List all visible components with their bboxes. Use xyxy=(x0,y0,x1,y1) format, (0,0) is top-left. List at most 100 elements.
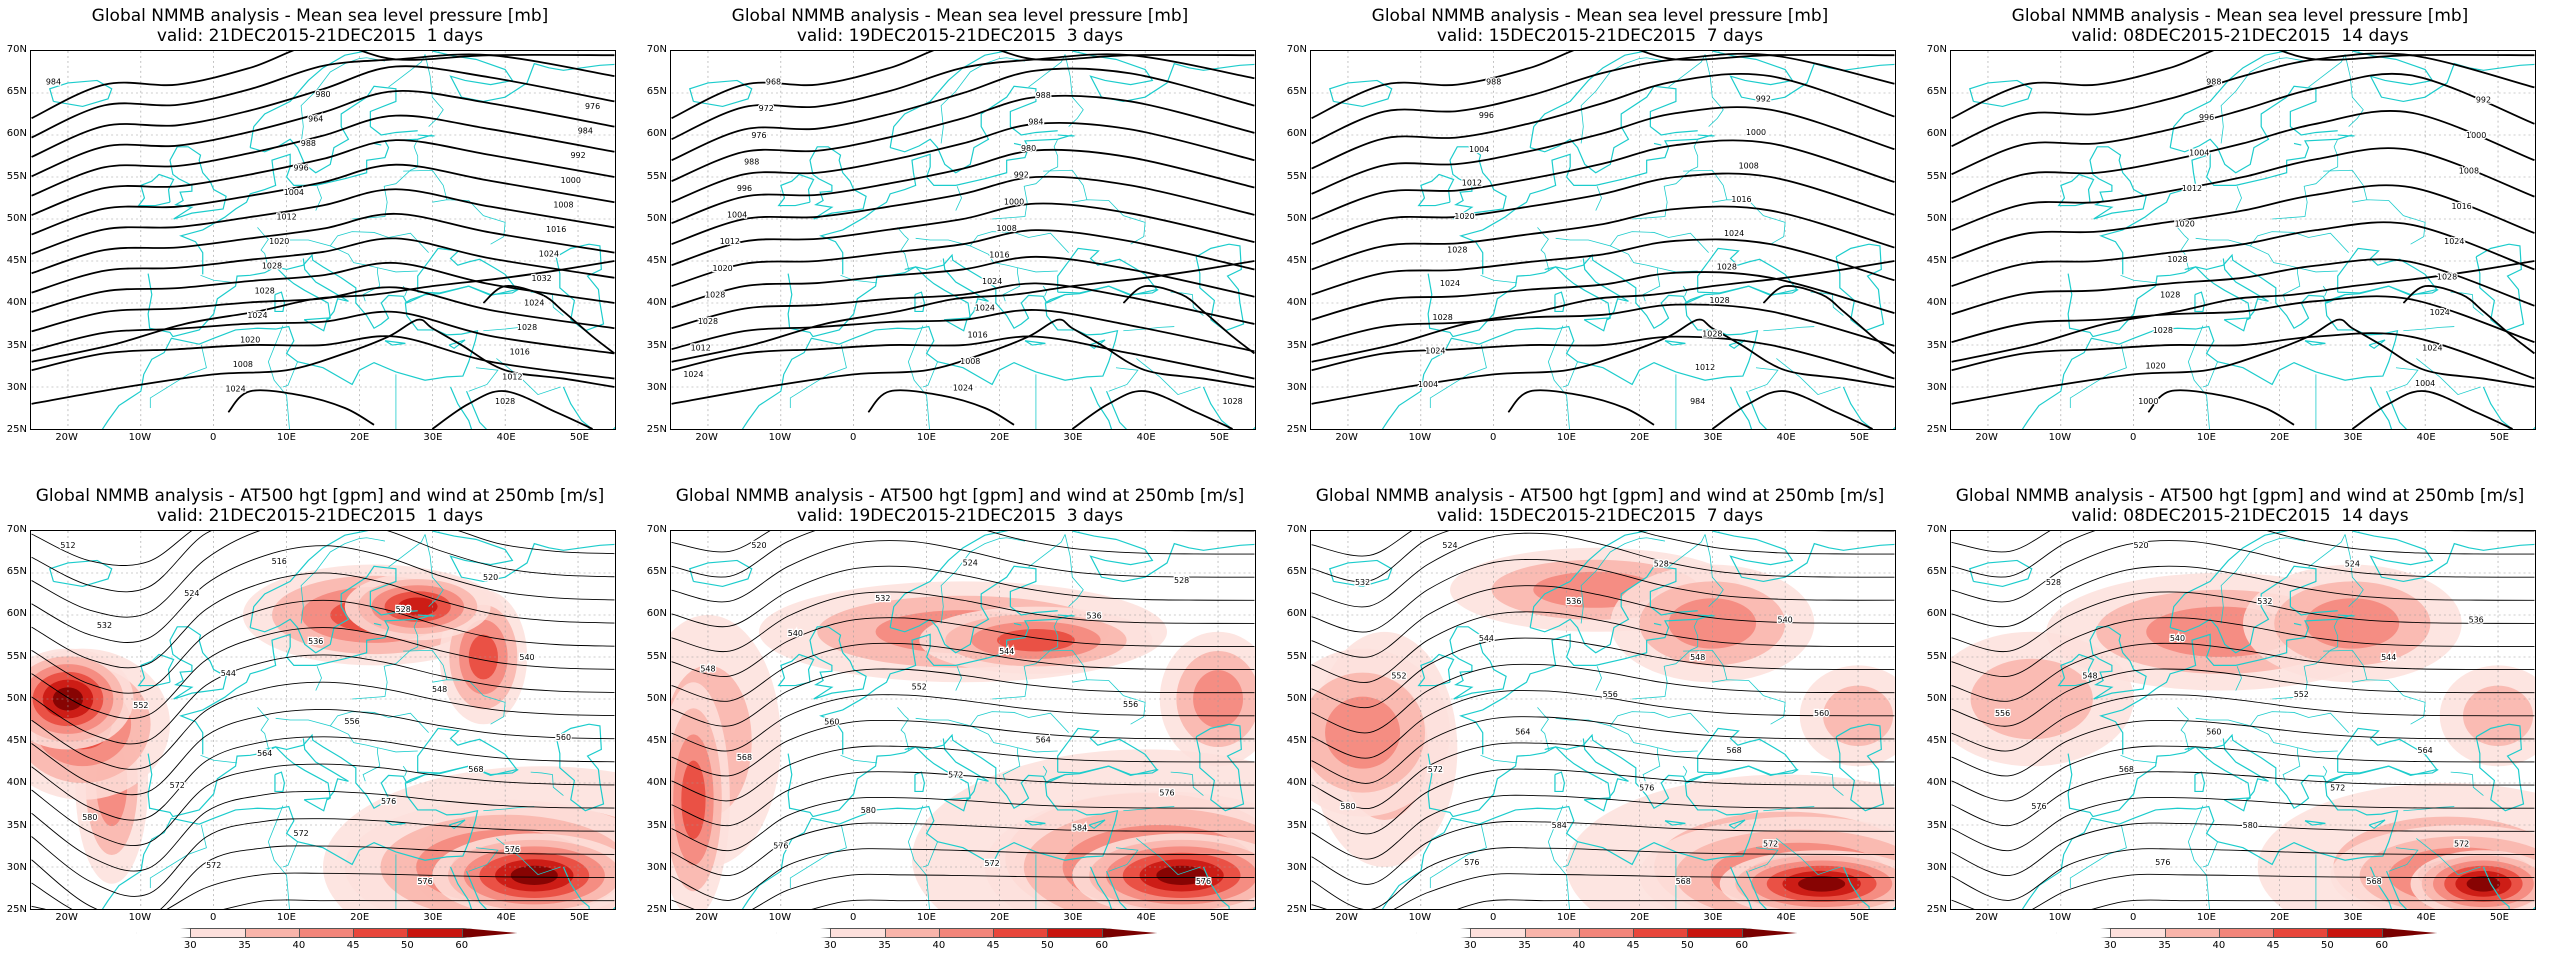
country-border xyxy=(300,538,360,624)
country-border xyxy=(840,754,878,764)
contour-label: 568 xyxy=(2367,877,2382,886)
latitude-label: 50N xyxy=(1286,212,1307,224)
isobar xyxy=(2351,390,2513,429)
latitude-label: 60N xyxy=(646,608,667,620)
country-border xyxy=(2187,805,2210,909)
colorbar-tick-label: 35 xyxy=(878,940,891,951)
country-border xyxy=(403,169,448,200)
colorbar-swatch xyxy=(884,928,940,938)
isobar xyxy=(671,202,1255,267)
contour-label: 1004 xyxy=(284,188,304,197)
latitude-label: 60N xyxy=(6,128,27,140)
height-contour xyxy=(31,681,615,770)
isobar xyxy=(1311,335,1895,380)
country-border xyxy=(2279,537,2306,542)
coastline xyxy=(169,146,227,220)
contour-label: 1016 xyxy=(510,348,530,357)
coastline xyxy=(2369,386,2393,429)
latitude-label: 55N xyxy=(646,170,667,182)
longitude-label: 20E xyxy=(350,432,370,443)
contour-label: 1012 xyxy=(1695,363,1715,372)
longitude-label: 40E xyxy=(2416,432,2436,443)
country-border xyxy=(1632,619,1699,700)
contour-label: 576 xyxy=(773,841,788,850)
latitude-label: 45N xyxy=(1286,255,1307,267)
longitude-label: 20E xyxy=(990,432,1010,443)
isobar xyxy=(671,175,1255,246)
contour-label: 572 xyxy=(170,781,185,790)
coastline xyxy=(555,243,605,332)
contour-label: 524 xyxy=(184,589,199,598)
height-contour xyxy=(671,694,1255,752)
country-border xyxy=(2069,344,2127,409)
height-contour xyxy=(671,531,1255,553)
wind-shading-blob xyxy=(681,760,706,839)
latitude-label: 40N xyxy=(1926,297,1947,309)
latitude-label: 25N xyxy=(1286,424,1307,435)
country-border xyxy=(922,361,938,388)
latitude-label: 55N xyxy=(1926,170,1947,182)
panel-title: Global NMMB analysis - AT500 hgt [gpm] a… xyxy=(1280,486,1920,526)
height-contour xyxy=(1311,847,1895,909)
contour-label: 1028 xyxy=(1222,397,1242,406)
height-contour xyxy=(811,899,1255,909)
coastline xyxy=(1583,317,1609,332)
country-border xyxy=(940,538,1000,624)
contour-label: 1016 xyxy=(2452,202,2472,211)
isobar xyxy=(1951,318,2535,405)
country-border xyxy=(2202,361,2218,388)
country-border xyxy=(359,537,386,542)
country-border xyxy=(267,805,290,909)
contour-label: 992 xyxy=(570,151,585,160)
contour-label: 576 xyxy=(1464,858,1479,867)
coastline xyxy=(914,771,926,793)
longitude-label: 10E xyxy=(276,912,296,923)
panel-title: Global NMMB analysis - Mean sea level pr… xyxy=(640,6,1280,46)
map-frame: 968 988 972 984 976 980 988 992 996 1000 1004 1008 1… xyxy=(647,44,1256,443)
contour-label: 572 xyxy=(294,829,309,838)
latitude-label: 40N xyxy=(6,777,27,789)
height-contour xyxy=(1951,822,2535,876)
latitude-label: 40N xyxy=(1926,777,1947,789)
isobar xyxy=(1311,106,1895,195)
coastline xyxy=(1089,386,1113,429)
height-contour xyxy=(1951,531,2535,578)
country-border xyxy=(2272,619,2339,700)
coastline xyxy=(2337,727,2438,777)
coastline xyxy=(2368,339,2386,350)
country-border xyxy=(1682,765,1688,777)
coastline xyxy=(384,340,406,346)
coastline xyxy=(1697,134,1715,137)
country-border xyxy=(1537,707,1550,752)
coastline xyxy=(2184,738,2269,801)
coastline xyxy=(2368,819,2386,830)
latitude-label: 30N xyxy=(646,861,667,873)
height-contour xyxy=(671,848,1255,901)
colorbar-tick-label: 60 xyxy=(1095,940,1109,951)
isobar xyxy=(1951,332,2535,380)
latitude-label: 45N xyxy=(646,255,667,267)
coastline xyxy=(1427,733,1706,818)
contour-label: 1020 xyxy=(712,264,732,273)
height-contour xyxy=(1311,611,1895,683)
latitude-label: 40N xyxy=(6,297,27,309)
coastline xyxy=(1697,727,1798,777)
coastline xyxy=(101,285,519,429)
contour-label: 976 xyxy=(751,131,766,140)
contour-label: 584 xyxy=(1072,824,1087,833)
country-border xyxy=(2177,707,2190,752)
coastline xyxy=(777,173,815,207)
colorbar-tick-label: 45 xyxy=(2266,940,2280,951)
longitude-label: 30E xyxy=(2343,432,2363,443)
latitude-label: 30N xyxy=(6,381,27,393)
contour-label: 1000 xyxy=(2466,131,2486,140)
height-contour xyxy=(1311,716,1895,784)
contour-label: 1016 xyxy=(968,330,988,339)
coastline xyxy=(741,765,1159,909)
height-contour xyxy=(31,709,615,796)
latitude-label: 25N xyxy=(1926,424,1947,435)
contour-label: 1024 xyxy=(2444,237,2464,246)
contour-label: 968 xyxy=(766,78,781,87)
longitude-label: 0 xyxy=(209,912,217,923)
longitude-label: 20E xyxy=(2270,912,2290,923)
